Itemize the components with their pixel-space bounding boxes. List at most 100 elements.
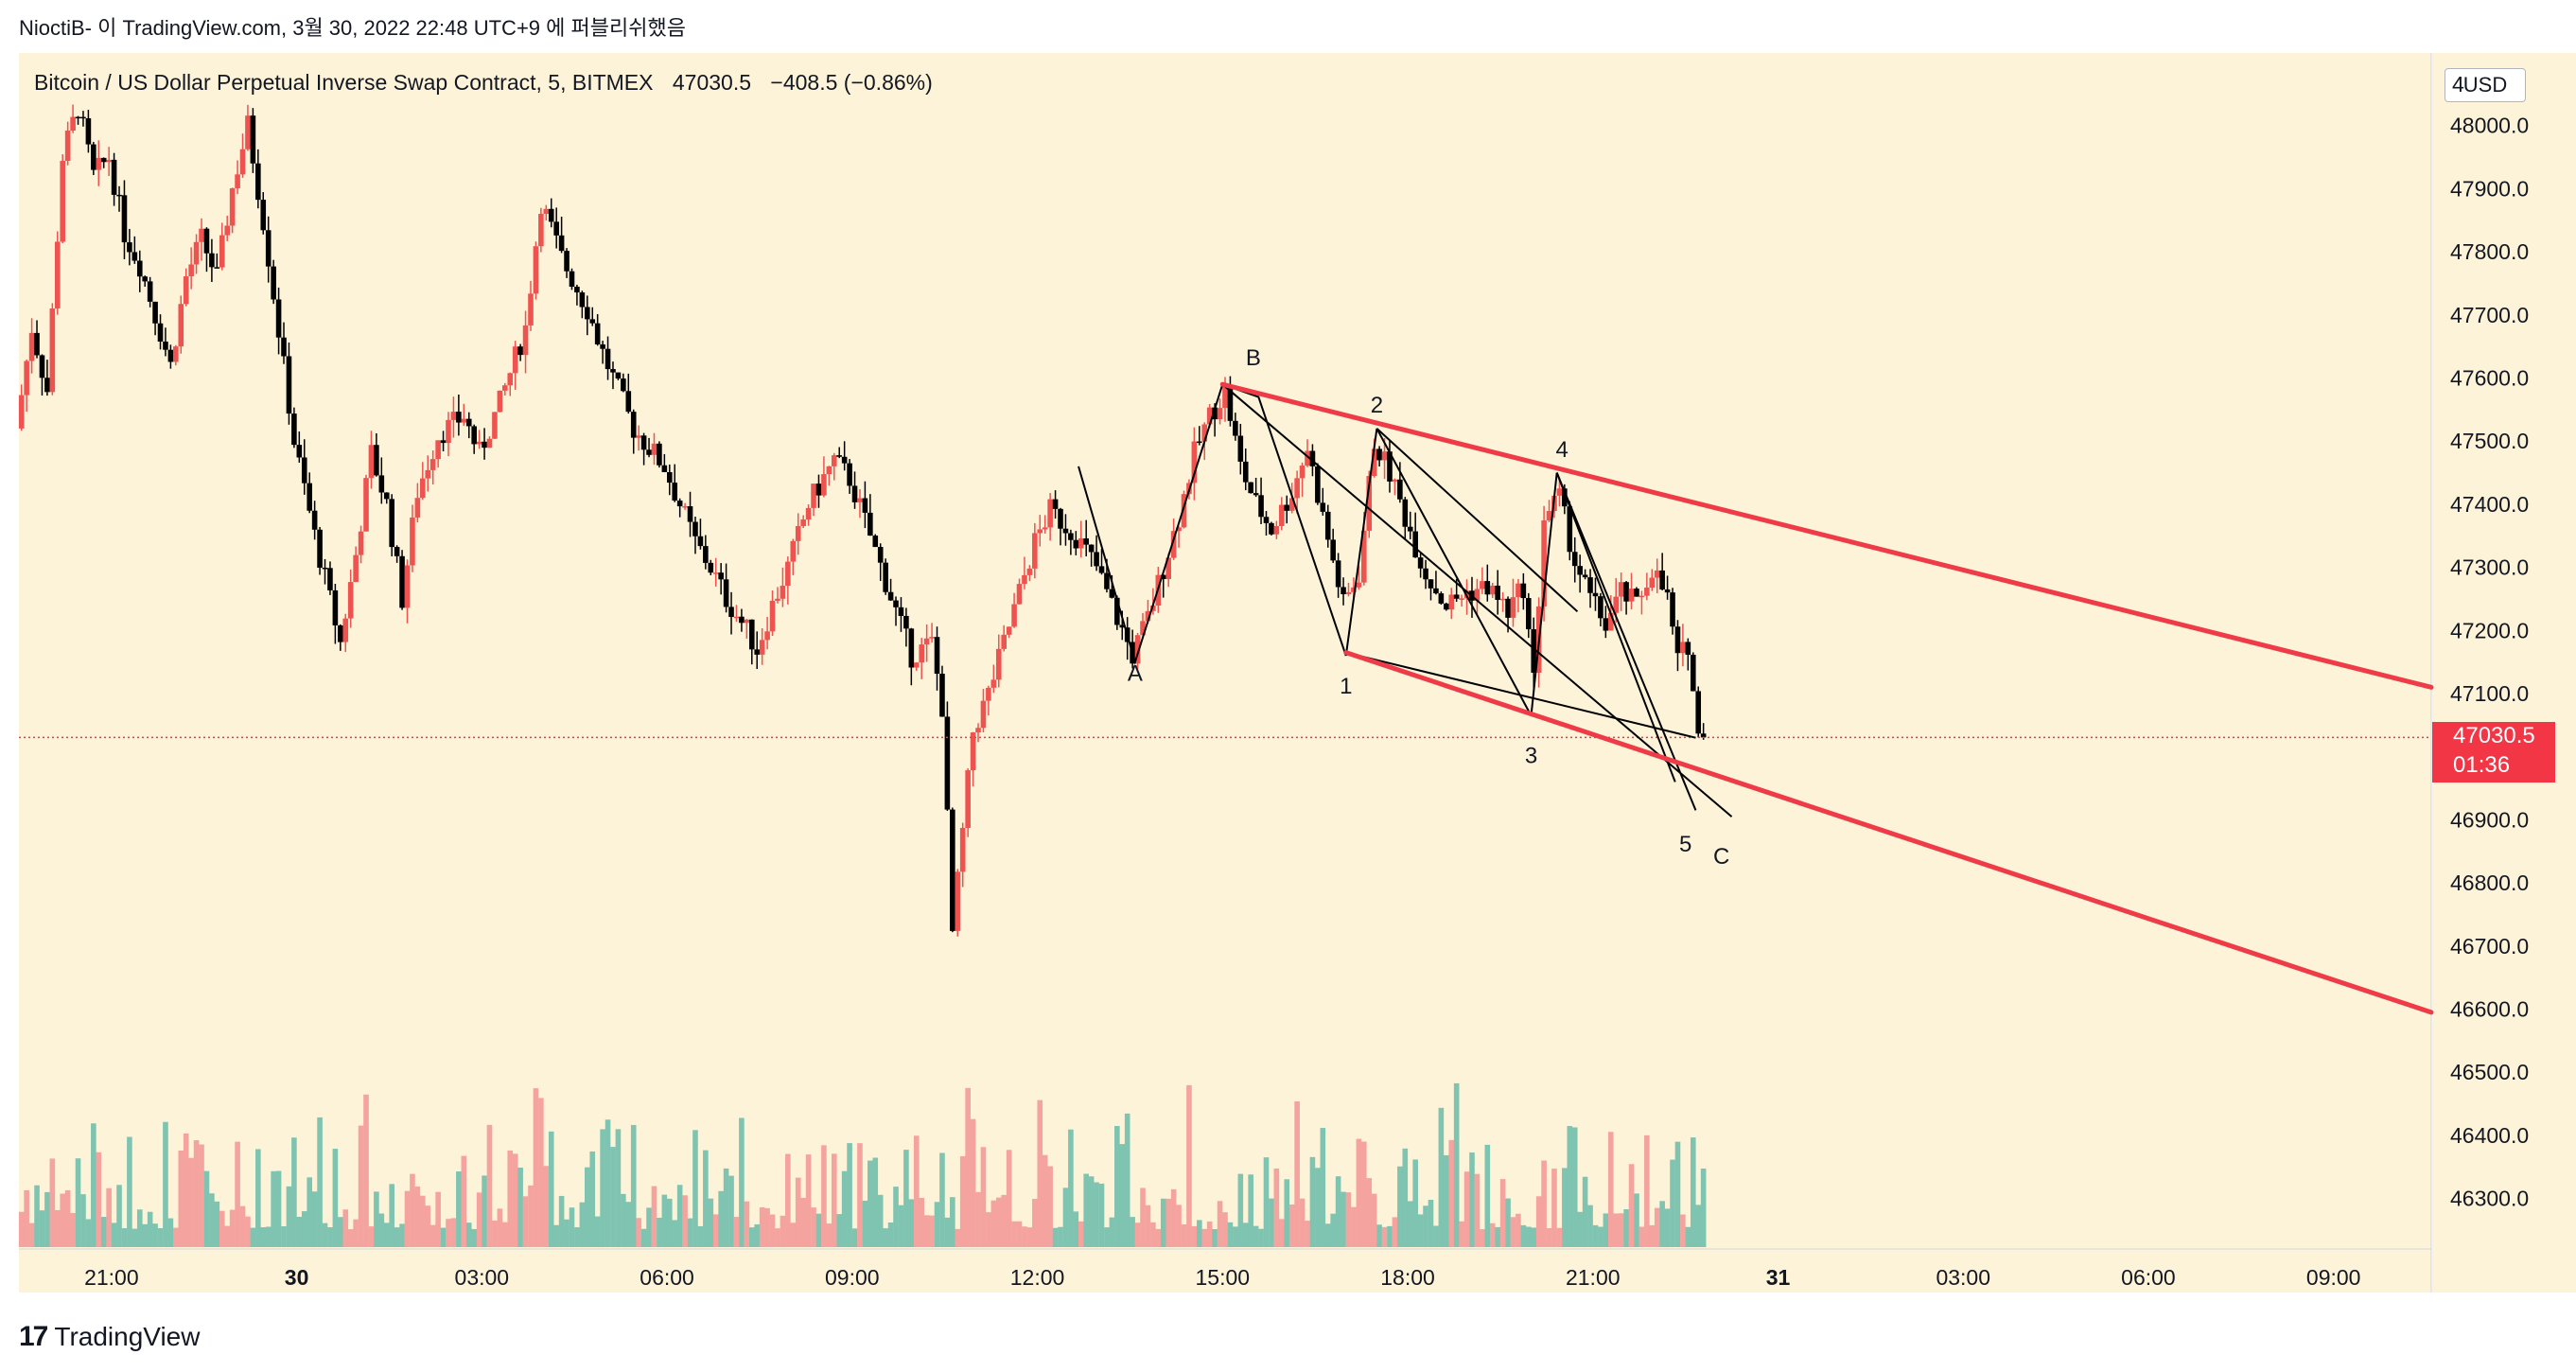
currency-button[interactable]: USD <box>2445 68 2526 102</box>
candle-body <box>374 445 379 476</box>
candle-body <box>805 507 812 520</box>
candle-body <box>1680 642 1686 654</box>
price-tick-label: 47300.0 <box>2450 555 2529 580</box>
volume-bar <box>507 1150 514 1247</box>
candle-body <box>657 443 662 466</box>
candle-body <box>1191 441 1198 484</box>
volume-bar <box>538 1098 544 1247</box>
candle-body <box>1690 654 1696 692</box>
volume-bar <box>80 1194 86 1247</box>
candle-body <box>250 115 256 164</box>
candle-body <box>1299 466 1306 479</box>
price-tick-label: 48000.0 <box>2450 114 2529 138</box>
candle-body <box>548 208 554 222</box>
volume-bar <box>697 1225 704 1247</box>
candle-body <box>1453 594 1460 599</box>
candle-body <box>1258 495 1264 518</box>
channel-line[interactable] <box>1343 650 2434 1015</box>
volume-bar <box>1638 1226 1645 1247</box>
volume-bar <box>1392 1217 1398 1247</box>
volume-bar <box>1083 1173 1089 1247</box>
volume-bar <box>1387 1225 1393 1247</box>
wave-line[interactable] <box>1344 428 1378 657</box>
volume-bar <box>60 1193 66 1247</box>
volume-bar <box>157 1228 164 1247</box>
volume-bar <box>759 1206 765 1247</box>
candle-body <box>91 144 96 170</box>
volume-bar <box>1258 1228 1264 1247</box>
volume-bar <box>1541 1160 1547 1247</box>
volume-bar <box>492 1220 498 1247</box>
volume-bar <box>739 1117 745 1247</box>
candle-body <box>203 228 210 254</box>
candle-body <box>795 526 801 541</box>
volume-bar <box>1623 1209 1629 1247</box>
wave-line[interactable] <box>1555 472 1676 783</box>
candle-body <box>621 378 626 392</box>
candle-body <box>672 483 678 501</box>
candle-body <box>703 546 709 563</box>
plot-area[interactable] <box>19 53 2431 1293</box>
volume-bar <box>1448 1139 1455 1247</box>
volume-bar <box>1078 1221 1084 1247</box>
wave-line[interactable] <box>1376 428 1579 613</box>
volume-bar <box>1104 1227 1110 1247</box>
channel-line[interactable] <box>1219 381 2434 690</box>
volume-bar <box>1685 1226 1691 1247</box>
candle-body <box>959 827 966 872</box>
volume-bar <box>723 1168 729 1247</box>
volume-bar <box>1022 1226 1027 1247</box>
volume-bar <box>1654 1207 1660 1247</box>
volume-bar <box>214 1201 220 1247</box>
volume-bar <box>1480 1229 1485 1247</box>
volume-bar <box>1006 1150 1012 1247</box>
volume-bar <box>476 1192 482 1247</box>
volume-bar <box>502 1222 508 1247</box>
volume-bar <box>1562 1168 1568 1247</box>
candle-body <box>995 648 1002 680</box>
volume-bar <box>471 1228 477 1247</box>
candle-body <box>275 299 282 338</box>
wave-line[interactable] <box>1376 428 1533 716</box>
volume-bar <box>404 1190 411 1247</box>
wave-line[interactable] <box>1530 472 1558 716</box>
candle-body <box>1562 488 1568 507</box>
tradingview-footer[interactable]: 17 TradingView <box>19 1321 200 1353</box>
candle-body <box>934 637 940 675</box>
volume-bar <box>851 1228 858 1247</box>
volume-bar <box>867 1160 873 1247</box>
candle-body <box>944 716 951 810</box>
candle-body <box>533 246 539 294</box>
price-tick-label: 47900.0 <box>2450 176 2529 201</box>
tradingview-brand: TradingView <box>54 1322 201 1351</box>
candle-body <box>1474 589 1481 601</box>
candle-body <box>378 475 385 493</box>
candle-body <box>1376 449 1382 461</box>
candle-body <box>748 619 755 650</box>
wave-line[interactable] <box>1345 651 1696 739</box>
volume-bar <box>1438 1107 1445 1247</box>
volume-bar <box>1341 1191 1346 1247</box>
volume-bar <box>91 1123 96 1247</box>
wave-line[interactable] <box>1221 383 1733 818</box>
price-axis-area[interactable] <box>2432 53 2576 1293</box>
candle-body <box>1433 588 1439 594</box>
volume-bar <box>1330 1213 1336 1247</box>
volume-bar <box>271 1170 276 1247</box>
price-tick-label: 47700.0 <box>2450 303 2529 327</box>
volume-bar <box>821 1145 827 1247</box>
wave-label: B <box>1246 345 1261 371</box>
wave-line[interactable] <box>1555 472 1697 811</box>
candle-body <box>420 478 426 499</box>
wave-line[interactable] <box>1078 383 1224 666</box>
candle-body <box>1201 424 1208 442</box>
volume-bar <box>1531 1227 1537 1247</box>
candle-body <box>1402 499 1409 527</box>
candle-body <box>1176 527 1182 532</box>
volume-bar <box>605 1119 611 1247</box>
volume-bar <box>1453 1082 1460 1247</box>
volume-bar <box>1299 1198 1306 1247</box>
candle-body <box>1356 582 1362 588</box>
candle-body <box>429 459 436 470</box>
